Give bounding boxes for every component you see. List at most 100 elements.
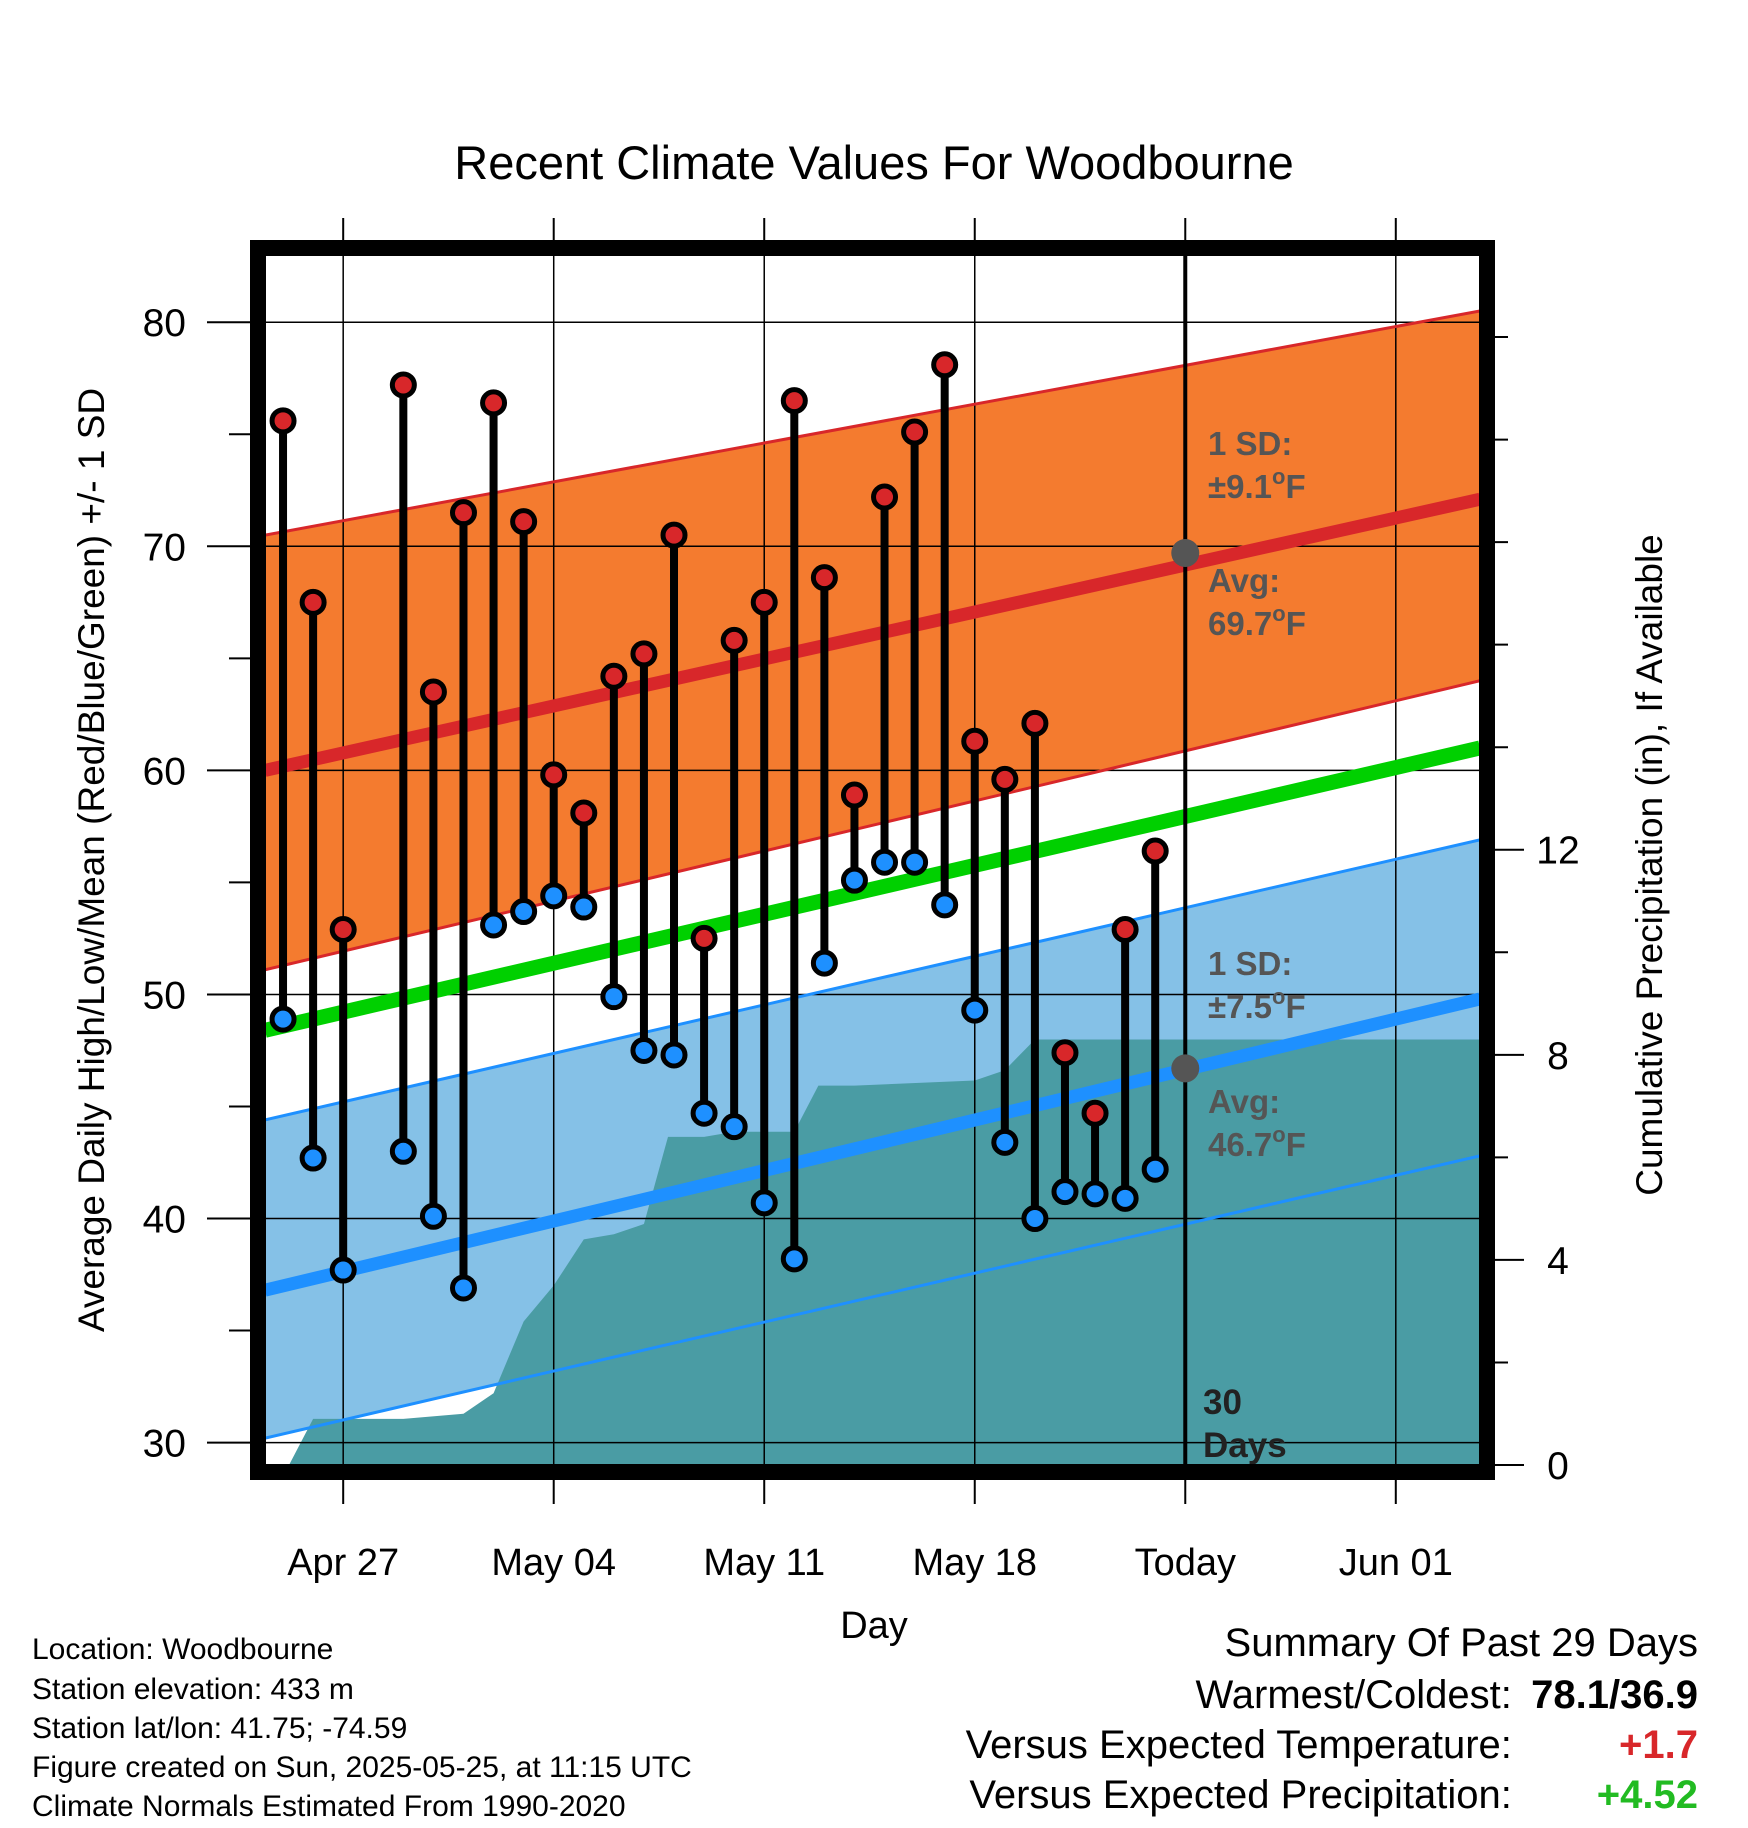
low-avg-label: Avg:: [1208, 1083, 1280, 1120]
low-sd-value: ±7.5: [1208, 988, 1272, 1025]
warmest-coldest-label: Warmest/Coldest:: [1195, 1673, 1512, 1717]
daily-high-dot: [1051, 1039, 1079, 1067]
high-sd-label: 1 SD:: [1208, 425, 1292, 462]
y-tick-label-left: 70: [143, 526, 186, 569]
daily-high-dot: [1111, 915, 1139, 943]
high-sd-unit: F: [1285, 468, 1305, 505]
daily-low-dot: [931, 891, 959, 919]
daily-high-dot: [780, 387, 808, 415]
normal-low-line: [265, 992, 1480, 1297]
daily-high-dot: [871, 483, 899, 511]
y-tick-label-right: 8: [1547, 1035, 1569, 1078]
summary-precipitation: Versus Expected Precipitation: +4.52: [969, 1773, 1698, 1818]
y-tick-label-right: 0: [1547, 1445, 1569, 1488]
daily-low-dot: [871, 848, 899, 876]
daily-low-dot: [419, 1202, 447, 1230]
daily-high-dot: [600, 662, 628, 690]
daily-high-dot: [329, 915, 357, 943]
daily-high-dot: [389, 371, 417, 399]
y-tick-label-right: 12: [1536, 830, 1579, 873]
daily-low-dot: [1051, 1178, 1079, 1206]
svg-text:69.7oF: 69.7oF: [1208, 601, 1306, 642]
summary-warmest-coldest: Warmest/Coldest: 78.1/36.9: [1196, 1673, 1699, 1718]
daily-low-dot: [1141, 1155, 1169, 1183]
y-tick-label-left: 80: [143, 302, 186, 345]
high-sd-lower-line: [265, 679, 1480, 972]
figure-created: Figure created on Sun, 2025-05-25, at 11…: [32, 1751, 692, 1784]
daily-low-dot: [329, 1256, 357, 1284]
daily-low-dot: [299, 1144, 327, 1172]
daily-high-dot: [720, 626, 748, 654]
plot-area: [265, 255, 1480, 1465]
daily-low-dot: [991, 1128, 1019, 1156]
low-avg-value: 46.7: [1208, 1126, 1272, 1163]
high-sd-value: ±9.1: [1208, 468, 1272, 505]
low-sd-label: 1 SD:: [1208, 945, 1292, 982]
low-sd-lower-line: [265, 1154, 1480, 1440]
x-tick-label: Jun 01: [1339, 1542, 1453, 1584]
daily-high-dot: [810, 564, 838, 592]
daily-low-dot: [810, 949, 838, 977]
daily-low-dot: [570, 893, 598, 921]
daily-low-dot: [840, 866, 868, 894]
daily-low-dot: [269, 1005, 297, 1033]
x-tick-label: Today: [1135, 1542, 1236, 1584]
plot-frame: [250, 240, 1495, 1480]
daily-high-dot: [1021, 709, 1049, 737]
daily-high-dot: [660, 521, 688, 549]
y-tick-label-left: 50: [143, 974, 186, 1017]
y-tick-label-left: 40: [143, 1199, 186, 1242]
low-sd-upper-line: [265, 838, 1480, 1122]
station-elevation: Station elevation: 433 m: [32, 1673, 354, 1706]
annotations: 1 SD: ±9.1oF Avg: 69.7oF 1 SD: ±7.5oF Av…: [1203, 425, 1306, 1465]
svg-text:±7.5oF: ±7.5oF: [1208, 984, 1306, 1025]
cumulative-precip-area: [265, 1039, 1480, 1465]
daily-low-dot: [720, 1113, 748, 1141]
x-tick-label: Apr 27: [287, 1542, 399, 1584]
daily-low-dot: [780, 1245, 808, 1273]
high-sd-upper-line: [265, 309, 1480, 537]
low-sd-unit: F: [1285, 988, 1305, 1025]
daily-low-dot: [389, 1137, 417, 1165]
daily-high-dot: [570, 799, 598, 827]
y-tick-label-left: 60: [143, 750, 186, 793]
station-location: Location: Woodbourne: [32, 1633, 334, 1666]
daily-low-dot: [510, 898, 538, 926]
daily-high-dot: [449, 499, 477, 527]
high-avg-label: Avg:: [1208, 562, 1280, 599]
svg-text:±9.1oF: ±9.1oF: [1208, 464, 1306, 505]
low-sd-degree: o: [1272, 984, 1285, 1009]
high-sd-degree: o: [1272, 464, 1285, 489]
y-tick-label-right: 4: [1547, 1240, 1569, 1283]
window-count: 30: [1203, 1383, 1242, 1422]
normal-high-line: [265, 492, 1480, 777]
daily-low-dot: [1021, 1205, 1049, 1233]
x-tick-label: May 04: [491, 1542, 616, 1584]
daily-high-dot: [1141, 837, 1169, 865]
chart-title: Recent Climate Values For Woodbourne: [454, 136, 1293, 189]
daily-high-dot: [750, 588, 778, 616]
daily-high-dot: [1081, 1099, 1109, 1127]
daily-low-dot: [540, 882, 568, 910]
high-avg-value: 69.7: [1208, 605, 1272, 642]
summary-title: Summary Of Past 29 Days: [1224, 1621, 1698, 1665]
svg-text:46.7oF: 46.7oF: [1208, 1122, 1306, 1163]
axes: 30 40 50 60 70 80 0 4 8 12 Apr 27 May 04 May 11 May 1…: [143, 218, 1580, 1584]
daily-high-dot: [690, 924, 718, 952]
normal-mean-line: [265, 740, 1480, 1038]
high-avg-unit: F: [1286, 605, 1306, 642]
high-avg-degree: o: [1272, 601, 1285, 626]
daily-high-dot: [840, 781, 868, 809]
daily-low-dot: [901, 848, 929, 876]
x-axis-label: Day: [840, 1605, 908, 1647]
daily-low-dot: [480, 911, 508, 939]
daily-low-dot: [630, 1036, 658, 1064]
daily-high-dot: [419, 678, 447, 706]
precipitation-label: Versus Expected Precipitation:: [969, 1773, 1512, 1817]
daily-low-dot: [660, 1041, 688, 1069]
x-tick-label: May 11: [703, 1542, 825, 1584]
daily-low-dot: [1081, 1180, 1109, 1208]
low-avg-unit: F: [1286, 1126, 1306, 1163]
daily-low-dot: [600, 983, 628, 1011]
window-unit: Days: [1203, 1426, 1287, 1465]
